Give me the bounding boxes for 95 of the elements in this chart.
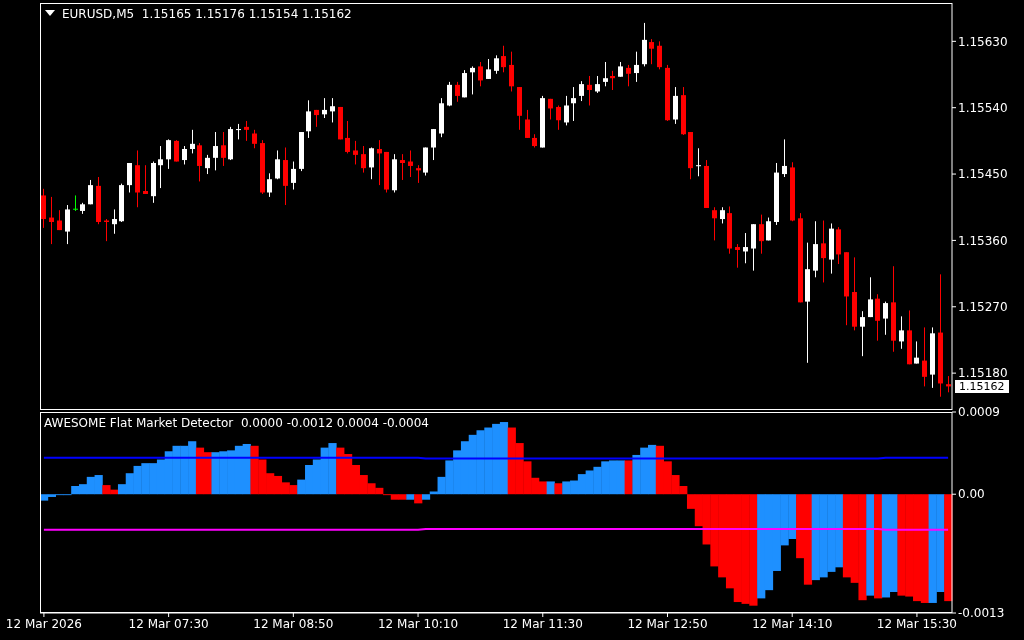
candlestick [190,129,195,154]
candlestick [509,51,514,92]
candlestick [306,99,311,139]
candlestick [143,164,148,195]
y-tick-label: 1.15270 [958,300,1008,315]
candlestick [400,153,405,181]
candlestick [369,147,374,180]
candlestick [49,196,54,245]
candlestick [914,340,919,365]
candlestick [883,301,888,336]
candlestick [244,120,249,142]
candlestick [408,149,413,178]
candlestick [267,172,272,198]
candlestick [361,145,366,174]
candlestick [922,326,927,387]
candlestick [860,310,865,357]
candlestick [330,97,335,123]
bar [554,483,563,495]
bar [866,494,875,596]
candlestick [275,149,280,180]
candlestick [158,145,163,189]
candlestick [712,206,717,241]
candlestick [610,70,615,91]
candlestick [252,129,257,149]
candlestick [743,232,748,264]
candlestick [73,194,78,212]
candlestick [759,214,764,255]
candlestick [899,315,904,350]
y-tick-label: 1.15450 [958,167,1008,182]
y-tick-label: 0.0009 [958,405,1000,420]
y-tick-label: 1.15540 [958,100,1008,115]
candlestick [377,139,382,186]
candlestick [782,138,787,178]
bar [874,494,883,599]
candlestick [205,154,210,175]
y-tick-label: -0.0013 [958,606,1005,621]
candlestick [486,58,491,80]
candlestick [236,123,241,140]
text: 1.15162 [955,380,1009,394]
chart-title: AWESOME Flat Market Detector 0.0000 -0.0012 0.0004 -0.0004 [44,416,429,430]
candlestick [556,104,561,131]
y-tick-label: 1.15360 [958,233,1008,248]
bar [414,494,423,504]
x-tick-label: 12 Mar 10:10 [377,616,459,631]
candlestick [88,179,93,205]
candlestick [166,138,171,170]
candlestick [112,208,117,235]
candlestick [447,81,452,107]
x-tick-label: 12 Mar 12:50 [627,616,708,631]
x-tick-label: 12 Mar 2026 [5,616,82,631]
candlestick [579,80,584,102]
x-tick-label: 12 Mar 15:30 [876,616,957,631]
candlestick [564,95,569,126]
bar [406,494,415,500]
candlestick [634,51,639,83]
candlestick [291,161,296,191]
candlestick [41,188,46,229]
candlestick [197,142,202,182]
candlestick [494,54,499,75]
chart-title: EURUSD,M5 1.15165 1.15176 1.15154 1.15162 [62,7,352,21]
candlestick [182,145,187,165]
x-tick-label: 12 Mar 14:10 [752,616,833,631]
candlestick [868,276,873,318]
candlestick [470,65,475,95]
candlestick [657,40,662,70]
candlestick [875,293,880,342]
candlestick [345,120,350,154]
candlestick [353,140,358,165]
candlestick [821,220,826,283]
candlestick [127,162,132,193]
candlestick [626,64,631,87]
candlestick [673,86,678,125]
candlestick [478,61,483,87]
x-tick-label: 12 Mar 08:50 [253,616,334,631]
candlestick [735,243,740,269]
candlestick [649,38,654,65]
candlestick [696,147,701,177]
candlestick [213,131,218,171]
x-tick-label: 12 Mar 07:30 [128,616,209,631]
candlestick [221,131,226,167]
y-tick-label: 1.15630 [958,34,1008,49]
bar [421,494,431,500]
candlestick [501,45,506,73]
candlestick [431,128,436,161]
y-tick-label: 1.15180 [958,366,1008,381]
x-tick-label: 12 Mar 11:30 [502,616,583,631]
candlestick [525,109,530,139]
y-tick-label: 0.00 [958,487,985,502]
candlestick [174,139,179,163]
candlestick [587,75,592,106]
candlestick [65,204,70,245]
candlestick [455,81,460,103]
candlestick [322,97,327,119]
candlestick [571,86,576,122]
candlestick [603,61,608,87]
